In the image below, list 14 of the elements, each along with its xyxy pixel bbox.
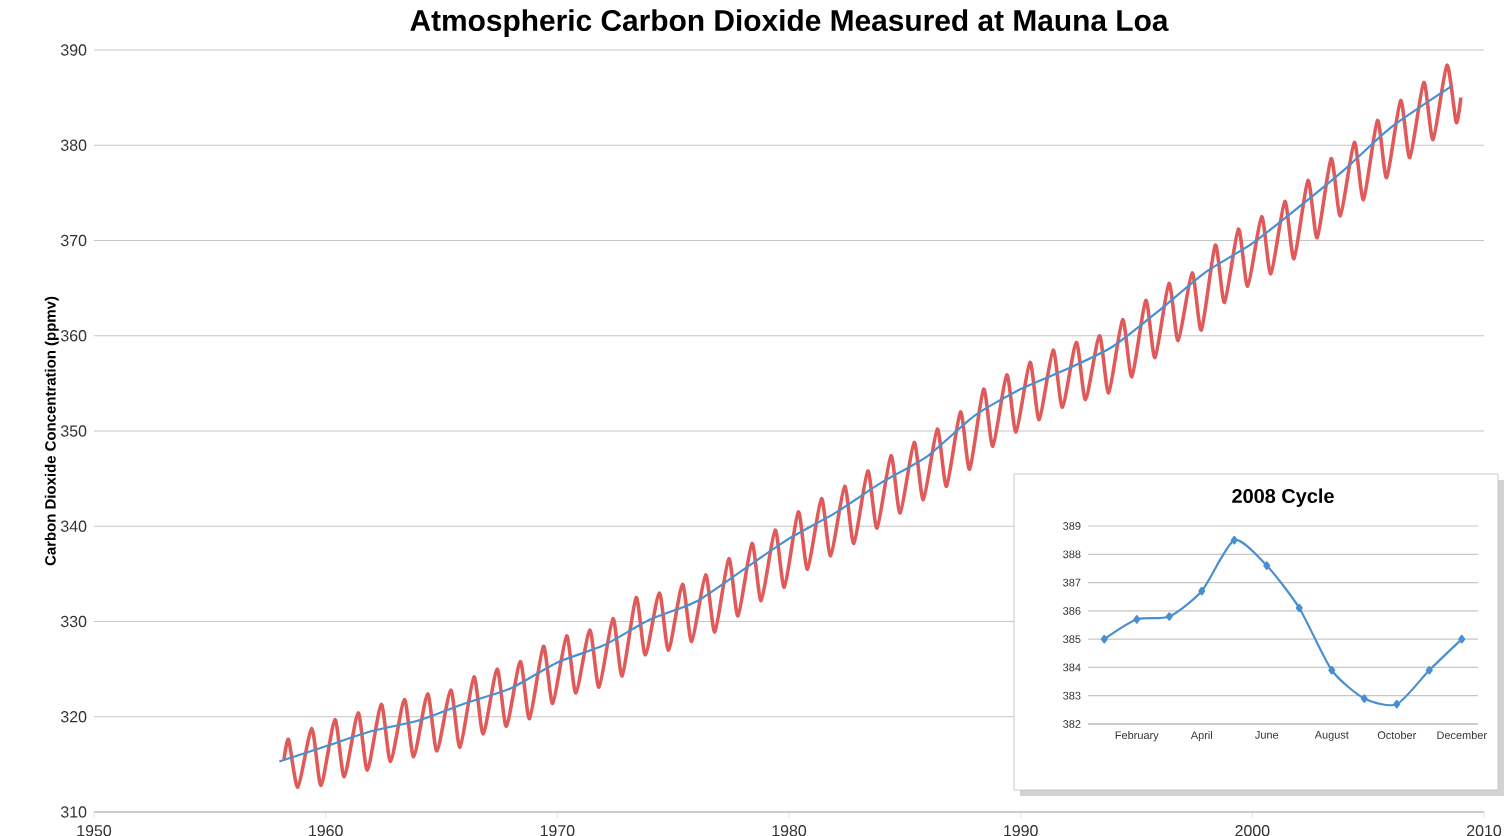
point (1360, 694, 1368, 703)
chart-title: 2008 Cycle (1232, 488, 1334, 507)
point (1263, 561, 1271, 570)
point (1230, 535, 1238, 545)
point (1328, 665, 1336, 675)
chart-title: Atmospheric Carbon Dioxide Measured at Mauna Loa (410, 9, 1169, 37)
point (1198, 586, 1206, 596)
point (1165, 612, 1173, 621)
point (1425, 665, 1433, 675)
point (1133, 615, 1141, 624)
point (1295, 603, 1303, 613)
point (1393, 699, 1401, 709)
point (1458, 634, 1466, 644)
point (1100, 634, 1108, 644)
